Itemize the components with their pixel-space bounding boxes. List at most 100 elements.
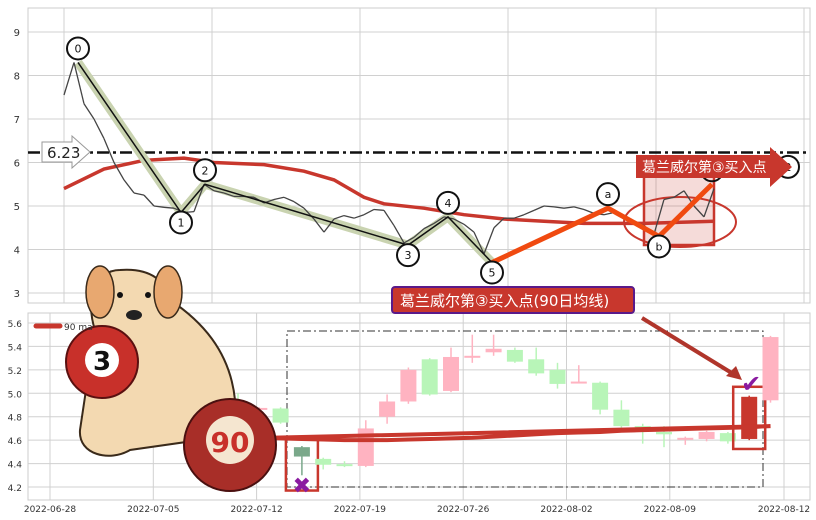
wave-point-marker <box>169 210 193 235</box>
top-y-tick-label: 3 <box>14 289 20 300</box>
price-segment <box>303 207 315 220</box>
candle-body <box>570 381 587 384</box>
candle-body <box>528 359 545 374</box>
wave-point-marker <box>66 36 90 61</box>
wave-point-label: a <box>605 188 612 201</box>
abc-wave-line <box>490 182 714 265</box>
top-y-tick-label: 5 <box>14 202 20 213</box>
candle-body <box>719 433 736 442</box>
top-y-tick-label: 8 <box>14 72 20 83</box>
price-segment <box>343 214 355 219</box>
wave-point-marker <box>480 260 504 285</box>
price-segment <box>483 227 495 255</box>
price-segment <box>313 218 325 233</box>
price-segment <box>203 183 215 192</box>
price-segment <box>433 216 445 224</box>
candle-body <box>506 349 523 362</box>
price-segment <box>93 118 105 139</box>
level-value: 6.23 <box>47 144 80 162</box>
price-segment <box>473 231 485 255</box>
candle-body <box>272 408 289 423</box>
legend: 90 ma <box>33 323 93 333</box>
price-segment <box>553 206 565 209</box>
x-tick-label: 2022-08-12 <box>758 505 810 515</box>
price-segment <box>273 196 285 201</box>
price-segment <box>163 206 175 209</box>
buy-signal-box <box>731 385 767 451</box>
bottom-annotation-text: 葛兰威尔第③买入点(90日均线) <box>400 292 609 310</box>
price-segment <box>673 190 685 198</box>
arrow-head-icon <box>726 366 742 380</box>
price-segment <box>663 196 675 201</box>
bottom-y-tick-label: 4.6 <box>8 437 23 447</box>
candle-body <box>741 396 758 439</box>
price-segment <box>403 236 415 244</box>
wave-point-marker <box>647 234 671 259</box>
bottom-y-tick-label: 5.4 <box>8 343 23 353</box>
price-segment <box>103 138 115 163</box>
price-segment <box>63 62 75 96</box>
wave-point-label: 1 <box>178 217 185 230</box>
candle-body <box>485 348 502 353</box>
price-segment <box>283 196 295 203</box>
ma90-line <box>238 424 771 443</box>
price-segment <box>493 217 505 229</box>
bottom-y-tick-label: 4.4 <box>8 461 23 471</box>
top-y-tick-label: 6 <box>14 159 20 170</box>
x-tick-label: 2022-06-28 <box>24 505 77 515</box>
ball-90-sticker: 90 <box>183 398 277 492</box>
price-segment <box>83 103 95 120</box>
candle-body <box>677 437 694 440</box>
price-segment <box>363 208 375 216</box>
wave-point-label: b <box>656 240 663 253</box>
x-tick-label: 2022-08-02 <box>540 505 592 515</box>
candle-body <box>293 447 310 457</box>
bottom-y-tick-label: 4.2 <box>8 484 22 494</box>
candle-body <box>400 369 417 402</box>
candle-body <box>762 337 779 401</box>
wave-point-label: 5 <box>489 267 496 280</box>
price-segment <box>133 192 145 196</box>
level-label: 6.23 <box>41 134 91 170</box>
price-segment <box>393 225 405 244</box>
candle-body <box>315 458 332 465</box>
top-y-tick-label: 7 <box>14 115 20 126</box>
wave-point-marker <box>193 158 217 183</box>
wave-point-label: 4 <box>445 197 452 210</box>
price-segment <box>703 188 715 218</box>
x-tick-label: 2022-08-09 <box>644 505 697 515</box>
wave-line <box>77 62 493 264</box>
price-segment <box>373 208 385 211</box>
bottom-y-tick-label: 5.2 <box>8 367 22 377</box>
top-panel-series: 012345ab2 <box>28 36 810 285</box>
sell-x-icon: ✖ <box>293 474 311 499</box>
ma-line <box>63 156 715 226</box>
price-segment <box>513 214 525 219</box>
bottom-y-tick-label: 4.8 <box>8 414 23 424</box>
price-segment <box>113 162 125 181</box>
price-segment <box>653 199 665 235</box>
price-segment <box>533 205 545 211</box>
candle-body <box>592 382 609 410</box>
bottom-panel-series: ✖✔ <box>230 330 779 499</box>
price-segment <box>193 184 205 212</box>
candle-body <box>656 431 672 435</box>
top-annotation-text: 葛兰威尔第③买入点 <box>642 159 767 176</box>
wave-point-label: 0 <box>75 42 82 55</box>
ball-3-sticker: 3 <box>65 325 139 399</box>
price-segment <box>333 214 345 220</box>
price-segment <box>293 201 305 209</box>
ball-90-number: 90 <box>211 426 250 459</box>
candle-body <box>464 355 481 358</box>
buy-check-icon: ✔ <box>741 370 761 398</box>
price-segment <box>353 214 365 219</box>
top-y-tick-label: 4 <box>14 246 20 257</box>
top-annotation: 葛兰威尔第③买入点 <box>636 147 792 187</box>
price-segment <box>423 222 435 230</box>
bottom-y-tick-label: 5.0 <box>8 390 23 400</box>
price-segment <box>73 62 85 104</box>
price-segment <box>123 179 135 194</box>
price-segment <box>413 228 425 238</box>
price-segment <box>223 192 235 198</box>
x-tick-label: 2022-07-19 <box>334 505 387 515</box>
